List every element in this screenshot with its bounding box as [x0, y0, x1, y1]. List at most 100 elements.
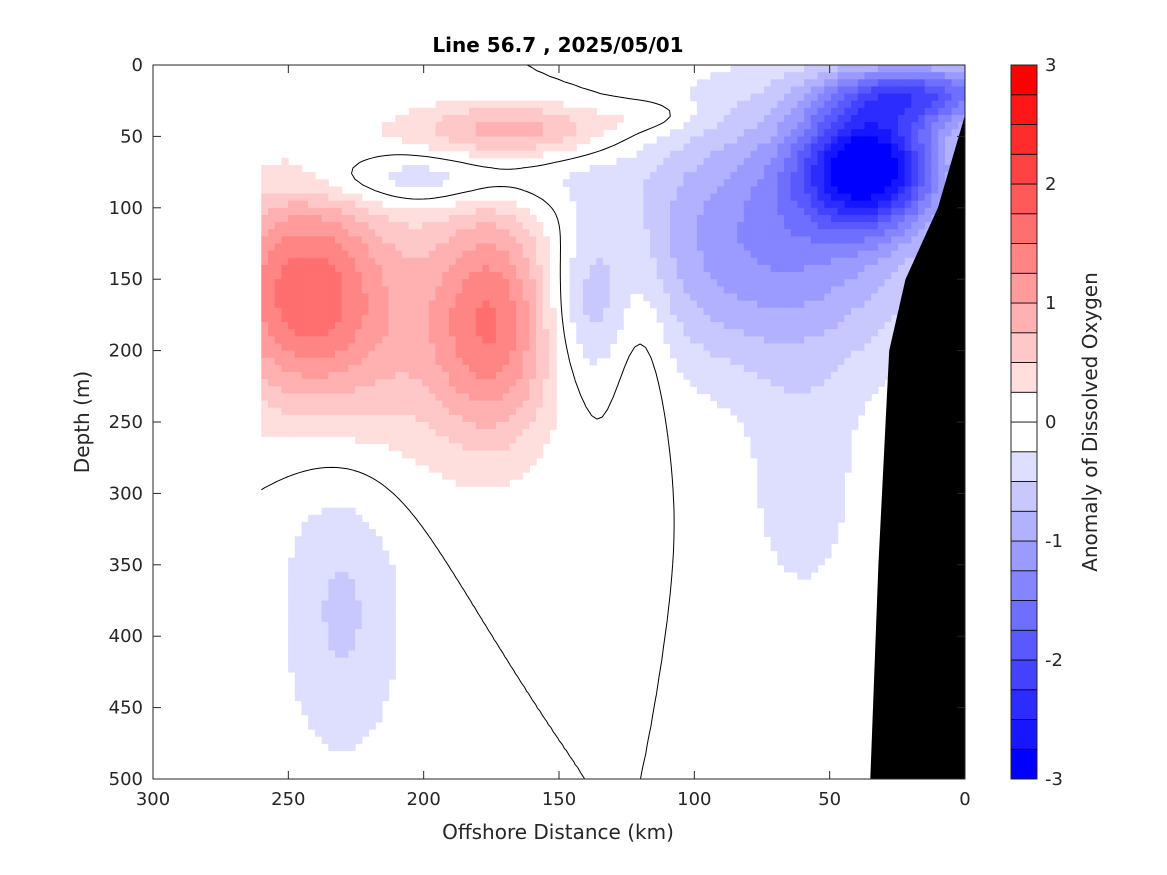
field-cell — [810, 79, 819, 88]
field-cell — [308, 600, 316, 609]
field-cell — [871, 86, 879, 95]
field-cell — [676, 157, 685, 166]
field-cell — [334, 322, 343, 330]
field-cell — [455, 129, 463, 137]
field-cell — [797, 322, 805, 330]
field-cell — [321, 400, 329, 409]
field-cell — [482, 350, 490, 359]
field-cell — [757, 93, 765, 102]
field-cell — [381, 557, 390, 566]
field-cell — [603, 250, 611, 259]
field-cell — [938, 122, 946, 130]
field-cell — [717, 129, 725, 137]
field-cell — [502, 464, 510, 473]
field-cell — [750, 279, 758, 287]
field-cell — [469, 286, 477, 295]
field-cell — [897, 236, 906, 245]
field-cell — [710, 272, 718, 280]
field-cell — [442, 464, 450, 473]
field-cell — [589, 114, 597, 123]
field-cell — [361, 264, 370, 273]
field-cell — [710, 250, 718, 259]
field-cell — [274, 314, 282, 323]
field-cell — [696, 79, 705, 88]
field-cell — [837, 372, 845, 380]
field-cell — [489, 286, 497, 295]
field-cell — [321, 372, 329, 380]
field-cell — [837, 507, 845, 516]
field-cell — [770, 422, 778, 430]
field-cell — [589, 314, 597, 323]
field-cell — [830, 372, 839, 380]
field-cell — [817, 422, 825, 430]
field-cell — [274, 272, 282, 280]
field-cell — [542, 379, 551, 387]
field-cell — [763, 229, 772, 237]
field-cell — [475, 250, 484, 259]
field-cell — [790, 143, 799, 152]
field-cell — [743, 93, 752, 102]
field-cell — [288, 250, 296, 259]
field-cell — [804, 100, 812, 109]
field-cell — [763, 200, 772, 209]
field-cell — [402, 379, 410, 387]
field-cell — [723, 72, 732, 80]
field-cell — [723, 100, 732, 109]
field-cell — [817, 471, 825, 480]
field-cell — [328, 264, 336, 273]
field-cell — [321, 264, 329, 273]
field-cell — [368, 529, 376, 537]
field-cell — [368, 307, 376, 316]
field-cell — [851, 179, 859, 187]
field-cell — [804, 464, 812, 473]
field-cell — [911, 72, 919, 80]
field-cell — [261, 422, 269, 430]
field-cell — [522, 250, 530, 259]
field-cell — [455, 350, 463, 359]
field-cell — [261, 407, 269, 416]
field-cell — [314, 350, 323, 359]
field-cell — [757, 493, 765, 502]
field-cell — [368, 300, 376, 309]
field-cell — [931, 143, 939, 152]
field-cell — [797, 393, 805, 402]
field-cell — [422, 357, 430, 366]
field-cell — [301, 286, 309, 295]
field-cell — [428, 179, 437, 187]
field-cell — [603, 272, 611, 280]
field-cell — [804, 314, 812, 323]
field-cell — [569, 286, 577, 295]
field-cell — [804, 400, 812, 409]
field-cell — [348, 714, 356, 723]
field-cell — [717, 300, 725, 309]
field-cell — [435, 393, 443, 402]
field-cell — [482, 136, 490, 145]
field-cell — [509, 343, 517, 352]
field-cell — [904, 86, 912, 95]
field-cell — [763, 464, 772, 473]
field-cell — [710, 229, 718, 237]
field-cell — [321, 243, 329, 252]
field-cell — [308, 379, 316, 387]
field-cell — [750, 207, 758, 216]
field-cell — [710, 286, 718, 295]
field-cell — [683, 150, 691, 159]
field-cell — [830, 293, 839, 302]
field-cell — [261, 386, 269, 395]
field-cell — [301, 671, 309, 680]
field-cell — [395, 307, 403, 316]
field-cell — [737, 150, 745, 159]
field-cell — [402, 250, 410, 259]
field-cell — [958, 107, 965, 116]
field-cell — [656, 264, 664, 273]
field-cell — [817, 507, 825, 516]
field-cell — [469, 150, 477, 159]
field-cell — [857, 229, 866, 237]
field-cell — [797, 464, 805, 473]
field-cell — [770, 350, 778, 359]
field-cell — [388, 621, 396, 630]
field-cell — [334, 671, 343, 680]
field-cell — [609, 186, 618, 195]
field-cell — [609, 286, 618, 295]
field-cell — [495, 293, 504, 302]
